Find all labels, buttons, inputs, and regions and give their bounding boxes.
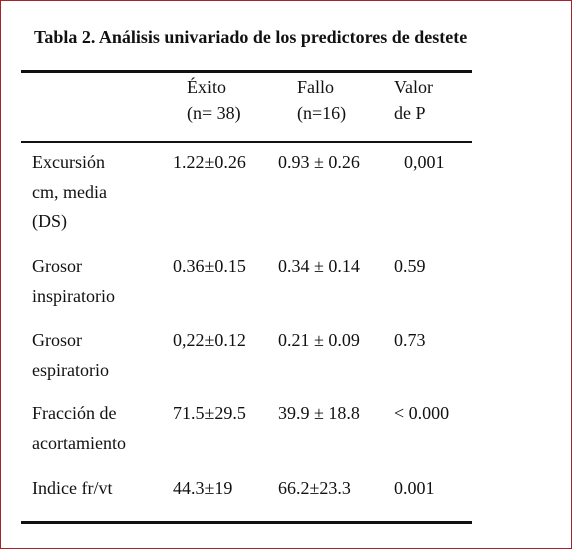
column-header: de P <box>394 103 426 123</box>
cell: < 0.000 <box>394 403 450 423</box>
header-rule <box>21 141 472 143</box>
row-label: (DS) <box>32 211 67 231</box>
row-label: inspiratorio <box>32 285 115 306</box>
cell: 0.73 <box>394 330 426 350</box>
cell: 0.21 ± 0.09 <box>278 330 360 350</box>
row-label: Grosor <box>32 330 82 350</box>
cell: 0.59 <box>394 256 426 276</box>
row-label: acortamiento <box>32 432 126 453</box>
row-label: Excursión <box>32 152 105 172</box>
cell: 66.2±23.3 <box>278 478 351 498</box>
cell: 0.93 ± 0.26 <box>278 152 360 172</box>
column-header: Valor <box>394 77 433 97</box>
column-header: Éxito <box>187 77 226 97</box>
top-rule <box>21 70 472 73</box>
row-label: Grosor <box>32 256 82 276</box>
column-header: (n=16) <box>297 103 347 123</box>
cell: 71.5±29.5 <box>173 403 246 423</box>
row-label: Fracción de <box>32 403 117 423</box>
cell: 0,001 <box>404 152 445 172</box>
cell: 1.22±0.26 <box>173 152 246 172</box>
bottom-rule <box>21 521 472 524</box>
cell: 0.34 ± 0.14 <box>278 256 360 276</box>
row-label: cm, media <box>32 181 107 202</box>
table-title: Tabla 2. Análisis univariado de los pred… <box>34 27 468 47</box>
cell: 44.3±19 <box>173 478 233 498</box>
cell: 0.001 <box>394 478 435 498</box>
column-header: Fallo <box>297 77 335 97</box>
cell: 0,22±0.12 <box>173 330 246 350</box>
cell: 39.9 ± 18.8 <box>278 403 360 423</box>
cell: 0.36±0.15 <box>173 256 246 276</box>
column-header: (n= 38) <box>187 103 241 123</box>
row-label: Indice fr/vt <box>32 478 113 498</box>
row-label: espiratorio <box>32 359 109 380</box>
